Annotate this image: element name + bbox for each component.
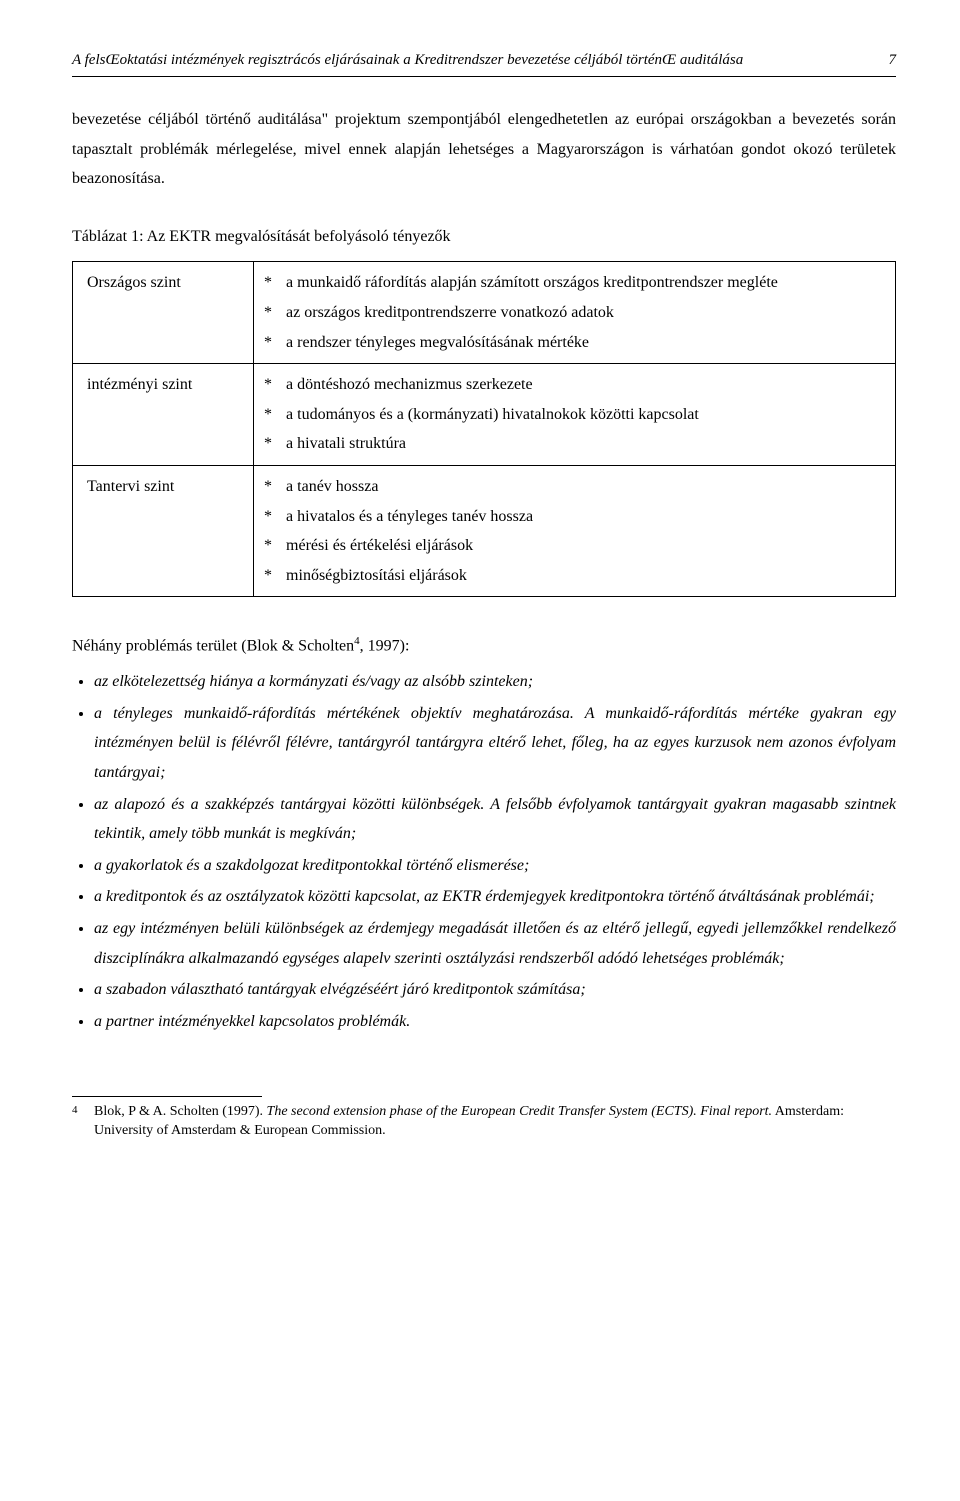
factor-item: *minőségbiztosítási eljárások — [264, 561, 885, 591]
factor-item: *a döntéshozó mechanizmus szerkezete — [264, 370, 885, 400]
page-number: 7 — [889, 48, 897, 72]
asterisk-bullet: * — [264, 268, 286, 298]
running-title: A felsŒoktatási intézmények regisztrácós… — [72, 48, 743, 72]
footnote: 4 Blok, P & A. Scholten (1997). The seco… — [72, 1103, 896, 1141]
factors-table: Országos szint*a munkaidő ráfordítás ala… — [72, 261, 896, 597]
factor-text: a tudományos és a (kormányzati) hivataln… — [286, 400, 885, 430]
factor-text: az országos kreditpontrendszerre vonatko… — [286, 298, 885, 328]
factor-text: minőségbiztosítási eljárások — [286, 561, 885, 591]
footnote-author: Blok, P & A. Scholten (1997). — [94, 1104, 267, 1119]
asterisk-bullet: * — [264, 328, 286, 358]
intro-paragraph: bevezetése céljából történő auditálása" … — [72, 105, 896, 194]
level-cell: intézményi szint — [73, 364, 254, 466]
asterisk-bullet: * — [264, 370, 286, 400]
factor-item: *a rendszer tényleges megvalósításának m… — [264, 328, 885, 358]
problem-item: az alapozó és a szakképzés tantárgyai kö… — [94, 790, 896, 849]
items-cell: *a munkaidő ráfordítás alapján számított… — [254, 262, 896, 364]
footnote-rule — [72, 1096, 262, 1097]
asterisk-bullet: * — [264, 561, 286, 591]
factor-item: *a tanév hossza — [264, 472, 885, 502]
asterisk-bullet: * — [264, 531, 286, 561]
problems-list: az elkötelezettség hiánya a kormányzati … — [72, 667, 896, 1036]
running-header: A felsŒoktatási intézmények regisztrácós… — [72, 48, 896, 72]
factor-item: *a hivatalos és a tényleges tanév hossza — [264, 502, 885, 532]
problem-item: az elkötelezettség hiánya a kormányzati … — [94, 667, 896, 697]
level-cell: Tantervi szint — [73, 465, 254, 596]
items-cell: *a tanév hossza*a hivatalos és a tényleg… — [254, 465, 896, 596]
factor-item: *a tudományos és a (kormányzati) hivatal… — [264, 400, 885, 430]
factor-item: *a munkaidő ráfordítás alapján számított… — [264, 268, 885, 298]
factor-text: a döntéshozó mechanizmus szerkezete — [286, 370, 885, 400]
asterisk-bullet: * — [264, 429, 286, 459]
problem-item: a gyakorlatok és a szakdolgozat kreditpo… — [94, 851, 896, 881]
header-rule — [72, 76, 896, 77]
factor-item: *a hivatali struktúra — [264, 429, 885, 459]
asterisk-bullet: * — [264, 298, 286, 328]
problems-intro-suffix: , 1997): — [360, 638, 410, 655]
factor-item: *mérési és értékelési eljárások — [264, 531, 885, 561]
problems-intro-prefix: Néhány problémás terület (Blok & Scholte… — [72, 638, 354, 655]
factor-text: a munkaidő ráfordítás alapján számított … — [286, 268, 885, 298]
factor-text: mérési és értékelési eljárások — [286, 531, 885, 561]
factor-text: a hivatali struktúra — [286, 429, 885, 459]
table-caption: Táblázat 1: Az EKTR megvalósítását befol… — [72, 222, 896, 252]
problem-item: a kreditpontok és az osztályzatok között… — [94, 882, 896, 912]
asterisk-bullet: * — [264, 400, 286, 430]
problem-item: az egy intézményen belüli különbségek az… — [94, 914, 896, 973]
asterisk-bullet: * — [264, 502, 286, 532]
footnote-text: Blok, P & A. Scholten (1997). The second… — [94, 1103, 896, 1141]
problem-item: a szabadon választható tantárgyak elvégz… — [94, 975, 896, 1005]
footnote-mark: 4 — [72, 1103, 94, 1141]
factor-item: *az országos kreditpontrendszerre vonatk… — [264, 298, 885, 328]
level-cell: Országos szint — [73, 262, 254, 364]
asterisk-bullet: * — [264, 472, 286, 502]
factor-text: a tanév hossza — [286, 472, 885, 502]
problems-intro: Néhány problémás terület (Blok & Scholte… — [72, 631, 896, 661]
problem-item: a partner intézményekkel kapcsolatos pro… — [94, 1007, 896, 1037]
factor-text: a rendszer tényleges megvalósításának mé… — [286, 328, 885, 358]
footnote-title: The second extension phase of the Europe… — [267, 1104, 773, 1119]
problem-item: a tényleges munkaidő-ráfordítás mértékén… — [94, 699, 896, 788]
items-cell: *a döntéshozó mechanizmus szerkezete*a t… — [254, 364, 896, 466]
factor-text: a hivatalos és a tényleges tanév hossza — [286, 502, 885, 532]
